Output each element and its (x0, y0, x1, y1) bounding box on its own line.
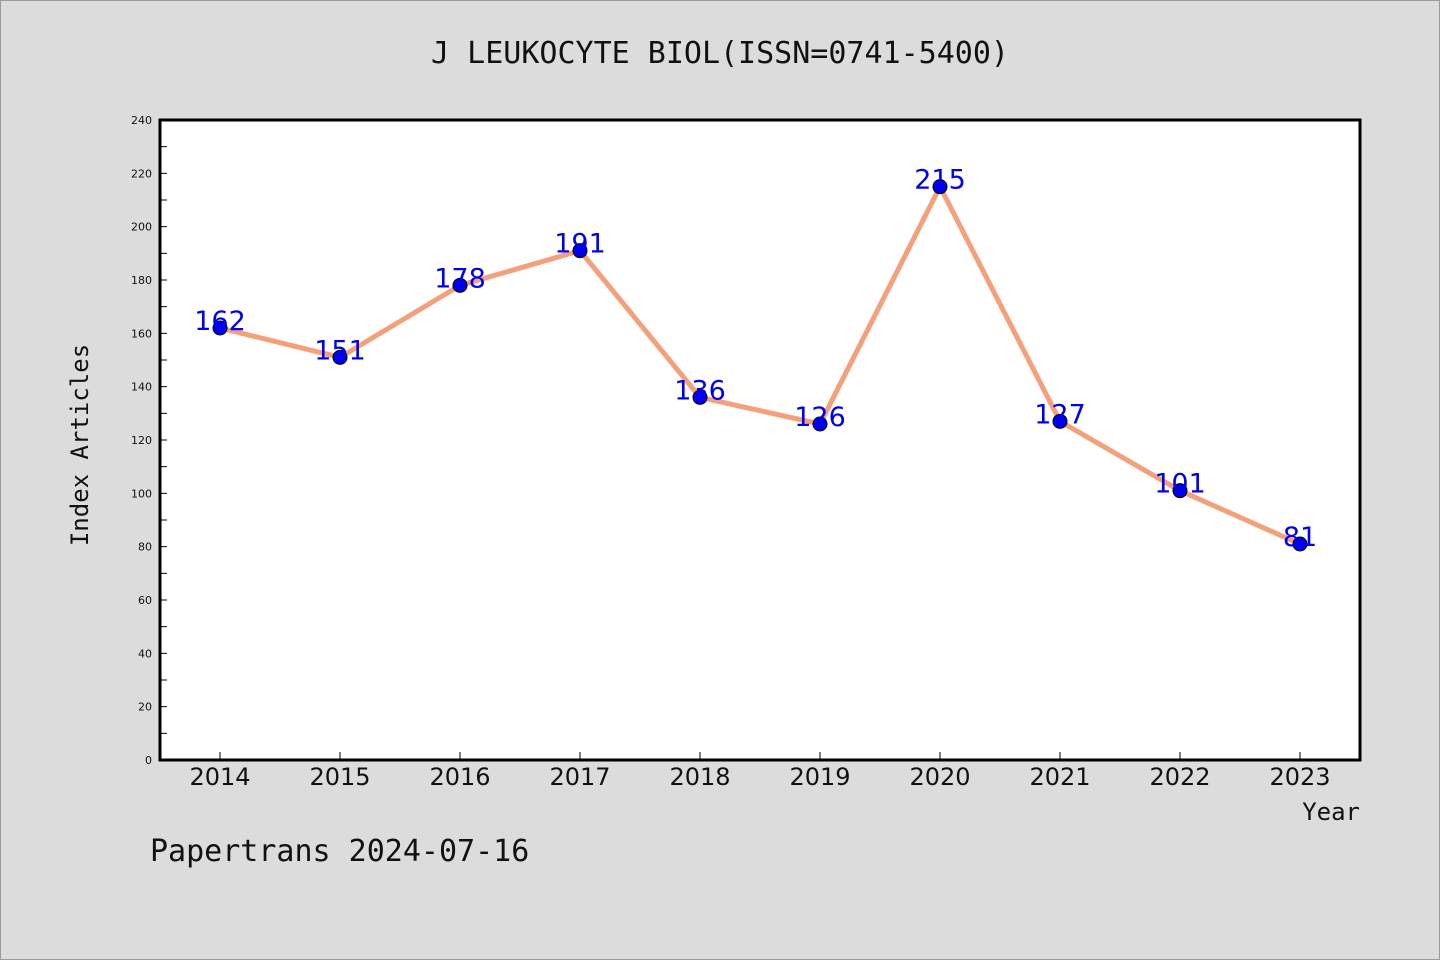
x-tick-label: 2016 (429, 763, 490, 791)
data-point (1292, 536, 1308, 552)
x-axis-ticks: 2014 2015 2016 2017 2018 2019 2020 2021 2022 2023 (189, 752, 1331, 791)
data-label: 127 (1034, 399, 1086, 430)
data-point (692, 389, 708, 405)
y-tick-label: 120 (131, 434, 152, 447)
data-point (212, 320, 228, 336)
data-point (1052, 413, 1068, 429)
data-point (452, 277, 468, 293)
y-tick-label: 140 (131, 381, 152, 394)
data-point (932, 179, 948, 195)
y-tick-label: 180 (131, 274, 152, 287)
series-line (217, 184, 1303, 547)
y-tick-label: 100 (131, 487, 152, 500)
y-tick-label: 60 (138, 594, 152, 607)
footer-note: Papertrans 2024-07-16 (150, 834, 530, 869)
data-label: 178 (434, 263, 486, 294)
y-tick-label: 160 (131, 327, 152, 340)
data-point (332, 349, 348, 365)
chart-title: J LEUKOCYTE BIOL(ISSN=0741-5400) (431, 36, 1009, 71)
x-tick-label: 2020 (909, 763, 970, 791)
y-tick-label: 20 (138, 701, 152, 714)
plot-area (158, 118, 1362, 762)
data-label: 191 (554, 229, 606, 260)
y-tick-label: 80 (138, 541, 152, 554)
data-point (572, 243, 588, 259)
data-point (812, 416, 828, 432)
data-label: 162 (194, 306, 246, 337)
x-tick-label: 2018 (669, 763, 730, 791)
x-tick-label: 2019 (789, 763, 850, 791)
x-tick-label: 2015 (309, 763, 370, 791)
data-labels: 162 151 178 191 136 126 215 127 101 81 (194, 165, 1317, 553)
x-tick-label: 2022 (1149, 763, 1210, 791)
data-label: 126 (794, 402, 846, 433)
y-axis-label: Index Articles (66, 344, 94, 546)
x-tick-label: 2023 (1269, 763, 1330, 791)
x-tick-label: 2014 (189, 763, 250, 791)
data-label: 136 (674, 375, 726, 406)
data-point (1172, 483, 1188, 499)
y-tick-label: 200 (131, 221, 152, 234)
data-label: 151 (314, 335, 366, 366)
data-label: 215 (914, 165, 966, 196)
data-label: 101 (1154, 469, 1206, 500)
data-markers (212, 179, 1308, 552)
x-tick-label: 2017 (549, 763, 610, 791)
y-tick-label: 0 (145, 754, 152, 767)
x-tick-label: 2021 (1029, 763, 1090, 791)
y-tick-label: 40 (138, 647, 152, 660)
y-tick-label: 240 (131, 114, 152, 127)
y-axis-ticks: 0 20 40 60 80 100 120 140 160 180 200 220 240 (131, 114, 167, 767)
y-tick-label: 220 (131, 167, 152, 180)
data-label: 81 (1283, 522, 1317, 553)
x-axis-label: Year (1302, 798, 1360, 826)
